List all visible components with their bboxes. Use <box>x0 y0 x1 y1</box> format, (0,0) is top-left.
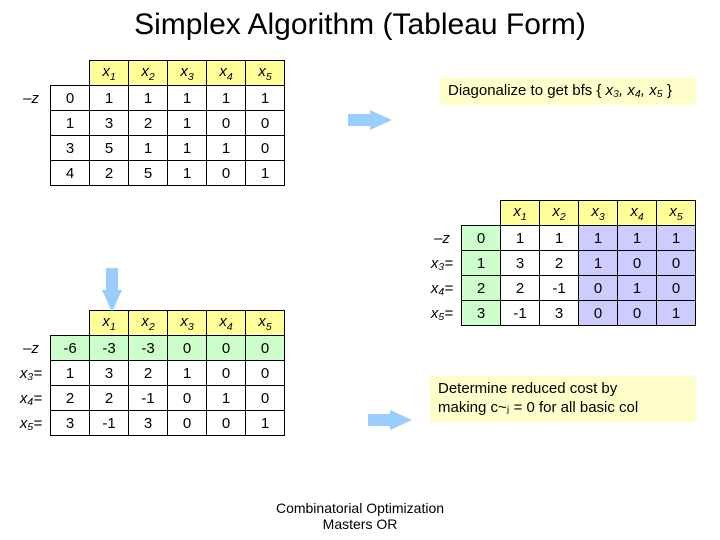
tableau-3: x1 x2 x3 x4 x5 –z -6 -3-3000 x₃= 1 32100… <box>12 310 285 436</box>
arrow-icon <box>390 410 412 430</box>
note-reduced-cost: Determine reduced cost bymaking c~ⱼ = 0 … <box>430 376 696 422</box>
note-diagonalize: Diagonalize to get bfs { x₃, x₄, x₅ } <box>440 78 696 105</box>
footer: Combinatorial OptimizationMasters OR <box>0 501 720 532</box>
row-label: –z <box>12 86 51 111</box>
arrow-icon <box>102 290 122 312</box>
tableau-2: x1 x2 x3 x4 x5 –z 0 11111 x₃= 1 32100 x₄… <box>423 200 696 326</box>
arrow-icon <box>370 110 392 130</box>
page-title: Simplex Algorithm (Tableau Form) <box>12 8 708 42</box>
col-header: x1 <box>90 61 129 86</box>
tableau-1: x1 x2 x3 x4 x5 –z 0 11111 1 32100 3 5111… <box>12 60 285 186</box>
